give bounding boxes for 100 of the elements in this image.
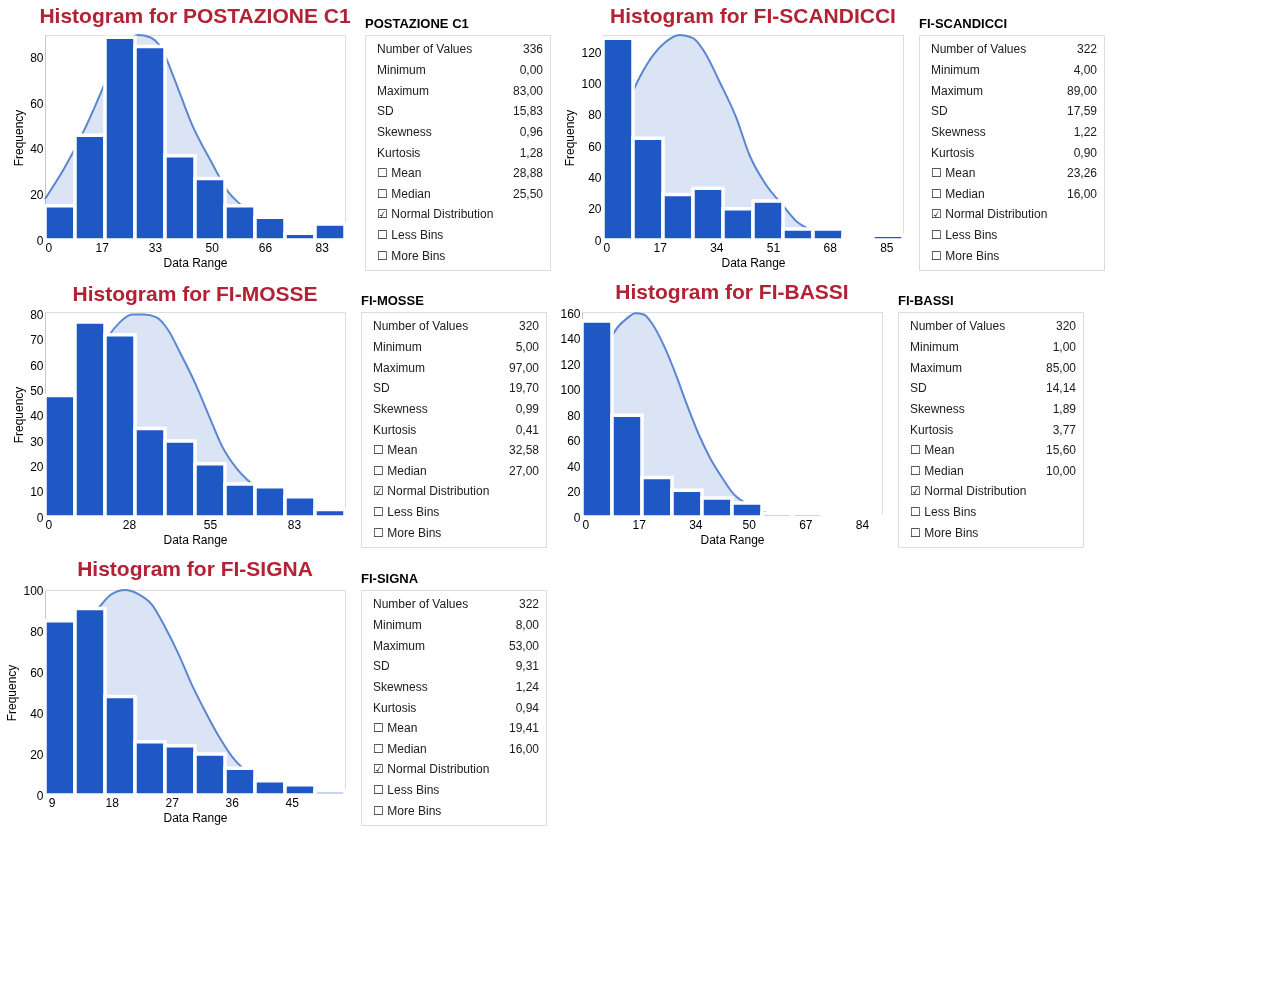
y-tick-label: 120	[560, 357, 581, 372]
text: ☑ Normal Distribution	[910, 484, 1027, 499]
text: 16,00	[508, 741, 540, 756]
text: Number of Values	[373, 319, 469, 334]
text: Number of Values	[377, 42, 473, 57]
y-tick-label: 40	[588, 170, 602, 185]
text: 0,90	[1073, 145, 1098, 160]
text: ☐ More Bins	[373, 803, 442, 818]
x-tick-label: 83	[287, 517, 302, 532]
x-tick-label: 17	[653, 240, 668, 255]
chart-title: Histogram for POSTAZIONE C1	[39, 4, 351, 27]
y-tick-label: 20	[30, 459, 44, 474]
text: Kurtosis	[373, 700, 417, 715]
x-tick-label: 18	[105, 795, 120, 810]
y-tick-label: 50	[30, 383, 44, 398]
text: 10,00	[1045, 463, 1077, 478]
y-tick-label: 70	[30, 333, 44, 348]
text: ☐ Less Bins	[373, 782, 440, 797]
y-axis-title: Frequency	[5, 664, 20, 722]
text: 1,00	[1052, 340, 1077, 355]
y-tick-label: 20	[30, 747, 44, 762]
text: Maximum	[931, 83, 984, 98]
y-axis-title: Frequency	[12, 386, 27, 444]
text: 23,26	[1066, 166, 1098, 181]
text: 5,00	[515, 340, 540, 355]
text: ☑ Normal Distribution	[373, 484, 490, 499]
text: Skewness	[373, 679, 428, 694]
text: Number of Values	[931, 42, 1027, 57]
y-tick-label: 80	[30, 308, 44, 323]
text: 1,89	[1052, 401, 1077, 416]
text: 322	[1076, 42, 1098, 57]
x-tick-label: 45	[285, 795, 300, 810]
y-tick-label: 60	[567, 434, 581, 449]
text: SD	[373, 381, 390, 396]
text: ☐ Median	[373, 741, 427, 756]
x-axis-title: Data Range	[163, 255, 228, 270]
text: ☐ More Bins	[373, 525, 442, 540]
text: 1,24	[515, 679, 540, 694]
x-tick-label: 55	[203, 517, 218, 532]
chart-title: Histogram for FI-SIGNA	[77, 557, 313, 580]
x-tick-label: 9	[48, 795, 56, 810]
y-tick-label: 20	[567, 485, 581, 500]
text: ☐ Less Bins	[373, 504, 440, 519]
y-tick-label: 60	[30, 96, 44, 111]
text: ☑ Normal Distribution	[931, 207, 1048, 222]
text: 53,00	[508, 638, 540, 653]
text: 9,31	[515, 659, 540, 674]
y-tick-label: 140	[560, 332, 581, 347]
x-axis-title: Data Range	[721, 255, 786, 270]
text: Skewness	[910, 401, 965, 416]
x-tick-label: 28	[122, 517, 137, 532]
text: 320	[1055, 319, 1077, 334]
y-tick-label: 60	[588, 139, 602, 154]
text: Minimum	[931, 63, 980, 78]
text: 15,60	[1045, 443, 1077, 458]
x-tick-label: 17	[95, 240, 110, 255]
chart-title: Histogram for FI-BASSI	[615, 280, 849, 304]
text: 17,59	[1066, 104, 1098, 119]
text: 322	[518, 597, 540, 612]
text: 1,22	[1073, 124, 1098, 139]
text: 0,41	[515, 422, 540, 437]
text: Minimum	[373, 618, 422, 633]
text: 32,58	[508, 443, 540, 458]
text: 97,00	[508, 360, 540, 375]
text: Kurtosis	[910, 422, 954, 437]
text: Kurtosis	[931, 145, 975, 160]
y-tick-label: 30	[30, 434, 44, 449]
text: FI-MOSSE	[361, 293, 425, 308]
text: 15,83	[512, 104, 544, 119]
text: ☐ Median	[910, 463, 964, 478]
x-axis-title: Data Range	[163, 810, 228, 825]
text: Maximum	[373, 638, 426, 653]
text: 1,28	[519, 145, 544, 160]
text: Skewness	[931, 124, 986, 139]
text: ☐ Less Bins	[931, 227, 998, 242]
text: 3,77	[1052, 422, 1077, 437]
text: 28,88	[512, 166, 544, 181]
x-tick-label: 50	[742, 517, 757, 532]
x-axis-title: Data Range	[163, 532, 228, 547]
y-tick-label: 100	[560, 383, 581, 398]
y-axis-title: Frequency	[12, 109, 27, 167]
y-tick-label: 20	[588, 202, 602, 217]
text: 25,50	[512, 186, 544, 201]
x-tick-label: 36	[225, 795, 240, 810]
x-tick-label: 68	[823, 240, 838, 255]
text: 89,00	[1066, 83, 1098, 98]
x-tick-label: 83	[315, 240, 330, 255]
text: ☐ Less Bins	[910, 504, 977, 519]
x-tick-label: 33	[148, 240, 163, 255]
y-tick-label: 80	[567, 408, 581, 423]
x-tick-label: 51	[766, 240, 781, 255]
text: ☐ Mean	[373, 443, 418, 458]
text: ☐ Mean	[910, 443, 955, 458]
y-tick-label: 100	[23, 583, 44, 598]
text: 19,70	[508, 381, 540, 396]
text: 16,00	[1066, 186, 1098, 201]
text: 0,96	[519, 124, 544, 139]
y-tick-label: 120	[581, 45, 602, 60]
text: ☐ More Bins	[377, 248, 446, 263]
text: 0,94	[515, 700, 540, 715]
